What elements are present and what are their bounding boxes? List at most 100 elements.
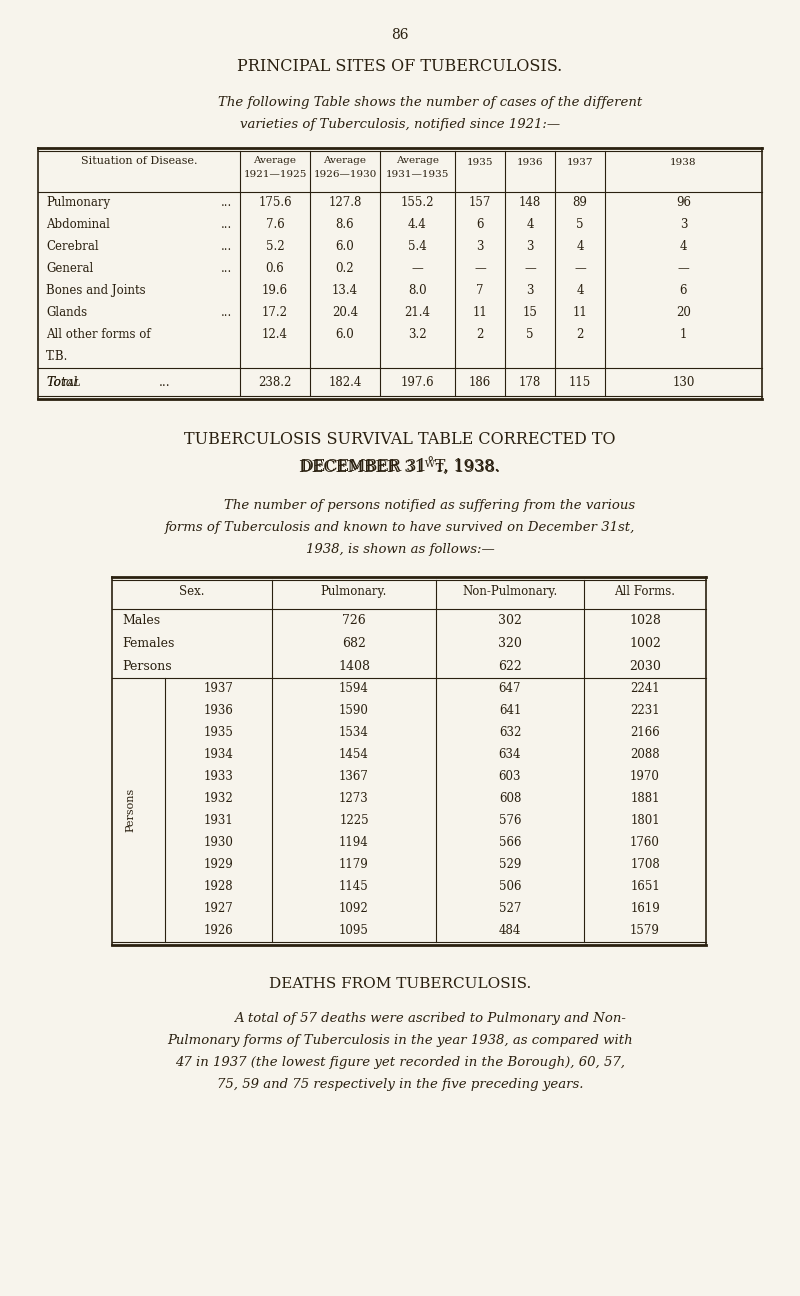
Text: 647: 647 bbox=[498, 683, 522, 696]
Text: 1935: 1935 bbox=[203, 727, 234, 740]
Text: 1408: 1408 bbox=[338, 660, 370, 673]
Text: 2088: 2088 bbox=[630, 749, 660, 762]
Text: 634: 634 bbox=[498, 749, 522, 762]
Text: 2231: 2231 bbox=[630, 705, 660, 718]
Text: 19.6: 19.6 bbox=[262, 285, 288, 298]
Text: 1590: 1590 bbox=[339, 705, 369, 718]
Text: 197.6: 197.6 bbox=[401, 376, 434, 389]
Text: Pulmonary: Pulmonary bbox=[46, 197, 110, 210]
Text: 320: 320 bbox=[498, 638, 522, 651]
Text: 7.6: 7.6 bbox=[266, 219, 284, 232]
Text: 12.4: 12.4 bbox=[262, 328, 288, 342]
Text: Pulmonary.: Pulmonary. bbox=[321, 584, 387, 597]
Text: 1934: 1934 bbox=[203, 749, 234, 762]
Text: 148: 148 bbox=[519, 197, 541, 210]
Text: —: — bbox=[474, 263, 486, 276]
Text: 13.4: 13.4 bbox=[332, 285, 358, 298]
Text: DECEMBER 31˚T, 1938.: DECEMBER 31˚T, 1938. bbox=[301, 459, 499, 476]
Text: 1970: 1970 bbox=[630, 771, 660, 784]
Text: 96: 96 bbox=[676, 197, 691, 210]
Text: 15: 15 bbox=[522, 306, 538, 320]
Text: 238.2: 238.2 bbox=[258, 376, 292, 389]
Text: 182.4: 182.4 bbox=[328, 376, 362, 389]
Text: Average: Average bbox=[396, 156, 439, 165]
Text: 1225: 1225 bbox=[339, 814, 369, 828]
Text: ...: ... bbox=[159, 376, 170, 389]
Text: 1454: 1454 bbox=[339, 749, 369, 762]
Text: Average: Average bbox=[323, 156, 366, 165]
Text: 302: 302 bbox=[498, 614, 522, 627]
Text: 5: 5 bbox=[576, 219, 584, 232]
Text: Non-Pulmonary.: Non-Pulmonary. bbox=[462, 584, 558, 597]
Text: All other forms of: All other forms of bbox=[46, 328, 150, 342]
Text: 641: 641 bbox=[499, 705, 521, 718]
Text: 1: 1 bbox=[680, 328, 687, 342]
Text: 3: 3 bbox=[526, 285, 534, 298]
Text: ...: ... bbox=[221, 219, 232, 232]
Text: —: — bbox=[678, 263, 690, 276]
Text: 11: 11 bbox=[573, 306, 587, 320]
Text: 2241: 2241 bbox=[630, 683, 660, 696]
Text: 6.0: 6.0 bbox=[336, 241, 354, 254]
Text: 11: 11 bbox=[473, 306, 487, 320]
Text: 4.4: 4.4 bbox=[408, 219, 427, 232]
Text: 17.2: 17.2 bbox=[262, 306, 288, 320]
Text: 0.2: 0.2 bbox=[336, 263, 354, 276]
Text: 178: 178 bbox=[519, 376, 541, 389]
Text: 130: 130 bbox=[672, 376, 694, 389]
Text: —: — bbox=[524, 263, 536, 276]
Text: 1651: 1651 bbox=[630, 880, 660, 893]
Text: Average: Average bbox=[254, 156, 297, 165]
Text: 1594: 1594 bbox=[339, 683, 369, 696]
Text: 1930: 1930 bbox=[203, 836, 234, 849]
Text: 1932: 1932 bbox=[204, 792, 234, 806]
Text: 7: 7 bbox=[476, 285, 484, 298]
Text: 576: 576 bbox=[498, 814, 522, 828]
Text: Females: Females bbox=[122, 638, 174, 651]
Text: 608: 608 bbox=[499, 792, 521, 806]
Text: 86: 86 bbox=[391, 29, 409, 41]
Text: 1935: 1935 bbox=[466, 158, 494, 167]
Text: Males: Males bbox=[122, 614, 160, 627]
Text: 4: 4 bbox=[576, 285, 584, 298]
Text: —: — bbox=[574, 263, 586, 276]
Text: 1095: 1095 bbox=[339, 924, 369, 937]
Text: T.B.: T.B. bbox=[46, 350, 68, 363]
Text: 1931: 1931 bbox=[204, 814, 234, 828]
Text: TUBERCULOSIS SURVIVAL TABLE CORRECTED TO: TUBERCULOSIS SURVIVAL TABLE CORRECTED TO bbox=[184, 432, 616, 448]
Text: 1928: 1928 bbox=[204, 880, 234, 893]
Text: 8.6: 8.6 bbox=[336, 219, 354, 232]
Text: 47 in 1937 (the lowest figure yet recorded in the Borough), 60, 57,: 47 in 1937 (the lowest figure yet record… bbox=[175, 1056, 625, 1069]
Text: A total of 57 deaths were ascribed to Pulmonary and Non-: A total of 57 deaths were ascribed to Pu… bbox=[234, 1012, 626, 1025]
Text: 506: 506 bbox=[498, 880, 522, 893]
Text: 155.2: 155.2 bbox=[401, 197, 434, 210]
Text: 1936: 1936 bbox=[203, 705, 234, 718]
Text: 2030: 2030 bbox=[629, 660, 661, 673]
Text: 622: 622 bbox=[498, 660, 522, 673]
Text: 566: 566 bbox=[498, 836, 522, 849]
Text: Cerebral: Cerebral bbox=[46, 241, 98, 254]
Text: 726: 726 bbox=[342, 614, 366, 627]
Text: Persons: Persons bbox=[125, 788, 135, 832]
Text: The following Table shows the number of cases of the different: The following Table shows the number of … bbox=[218, 96, 642, 109]
Text: Tᴏᴛᴀʟ: Tᴏᴛᴀʟ bbox=[46, 376, 81, 389]
Text: 1579: 1579 bbox=[630, 924, 660, 937]
Text: Total: Total bbox=[46, 376, 78, 389]
Text: 2166: 2166 bbox=[630, 727, 660, 740]
Text: 1881: 1881 bbox=[630, 792, 660, 806]
Text: 5.4: 5.4 bbox=[408, 241, 427, 254]
Text: 603: 603 bbox=[498, 771, 522, 784]
Text: 157: 157 bbox=[469, 197, 491, 210]
Text: ...: ... bbox=[221, 197, 232, 210]
Text: 1801: 1801 bbox=[630, 814, 660, 828]
Text: 1933: 1933 bbox=[203, 771, 234, 784]
Text: 527: 527 bbox=[499, 902, 521, 915]
Text: DECEMBER 31ᵂᴛ, 1938.: DECEMBER 31ᵂᴛ, 1938. bbox=[299, 459, 501, 476]
Text: General: General bbox=[46, 263, 94, 276]
Text: 1273: 1273 bbox=[339, 792, 369, 806]
Text: 4: 4 bbox=[680, 241, 687, 254]
Text: ...: ... bbox=[221, 263, 232, 276]
Text: 632: 632 bbox=[499, 727, 521, 740]
Text: 5: 5 bbox=[526, 328, 534, 342]
Text: 1708: 1708 bbox=[630, 858, 660, 871]
